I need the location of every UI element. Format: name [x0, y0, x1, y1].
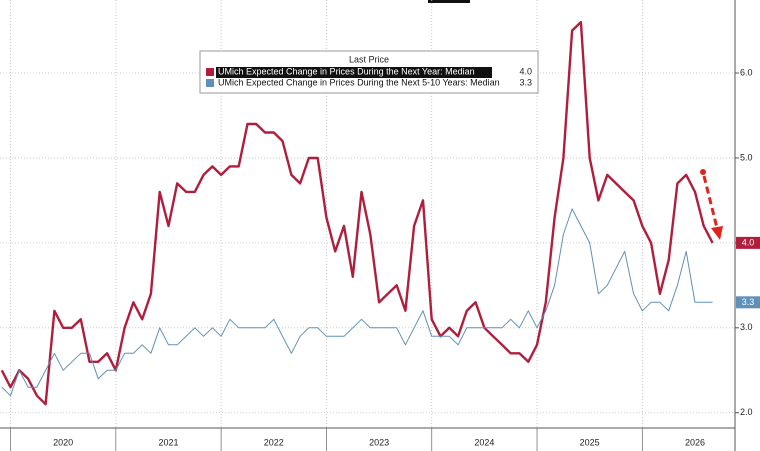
- legend-value: 3.3: [519, 77, 532, 87]
- x-tick-label: 2026: [685, 437, 705, 447]
- annotation-arrow: [700, 169, 723, 240]
- series-line: [1, 208, 713, 397]
- grid-layer: [0, 0, 735, 428]
- y-tick-label: 6.0: [740, 67, 753, 77]
- legend-title: Last Price: [349, 54, 389, 64]
- legend-value: 4.0: [519, 66, 532, 76]
- last-value-label: 3.3: [742, 297, 755, 307]
- arrow-head: [711, 226, 723, 240]
- legend-highlight: [216, 67, 492, 78]
- arrow-shaft: [702, 175, 719, 229]
- legend-swatch: [206, 79, 214, 87]
- series-line: [0, 20, 714, 406]
- last-value-badge: [736, 296, 760, 309]
- x-tick-label: 2022: [264, 437, 284, 447]
- x-tick-label: 2025: [580, 437, 600, 447]
- title-fragment: [428, 0, 470, 3]
- x-tick-label: 2020: [53, 437, 73, 447]
- legend-label: UMich Expected Change in Prices During t…: [218, 77, 500, 87]
- last-value-badge: [736, 236, 760, 249]
- x-tick-label: 2024: [474, 437, 494, 447]
- legend-swatch: [206, 68, 214, 76]
- y-tick-label: 2.0: [740, 407, 753, 417]
- line-layer: [0, 20, 714, 406]
- y-tick-label: 5.0: [740, 152, 753, 162]
- x-tick-label: 2023: [369, 437, 389, 447]
- arrow-start: [700, 169, 706, 175]
- x-tick-label: 2021: [158, 437, 178, 447]
- legend-label: UMich Expected Change in Prices During t…: [218, 66, 475, 76]
- y-tick-label: 3.0: [740, 322, 753, 332]
- legend: Last Price UMich Expected Change in Pric…: [199, 50, 539, 94]
- last-value-label: 4.0: [742, 238, 755, 248]
